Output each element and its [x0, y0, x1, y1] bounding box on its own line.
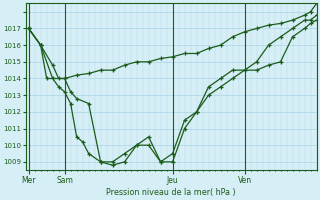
X-axis label: Pression niveau de la mer( hPa ): Pression niveau de la mer( hPa ) [106, 188, 236, 197]
